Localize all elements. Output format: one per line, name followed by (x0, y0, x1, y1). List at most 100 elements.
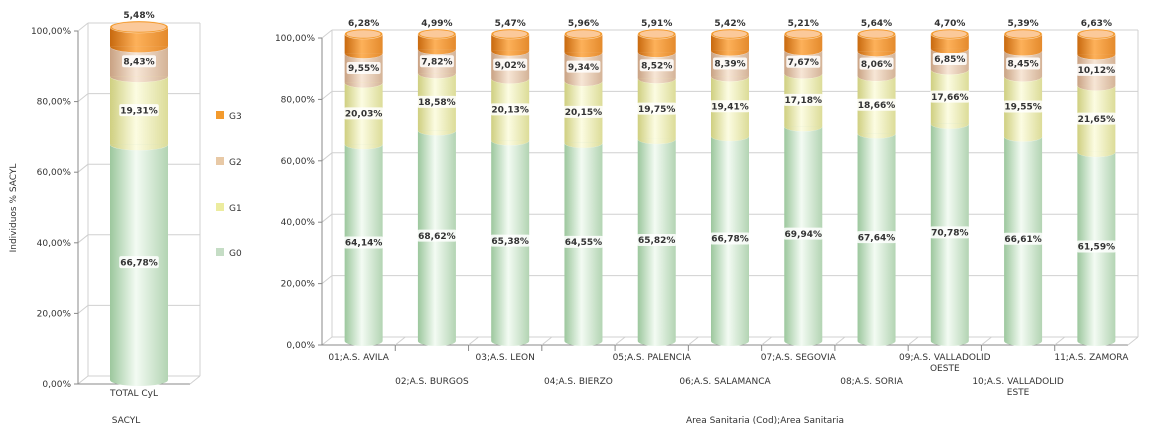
grid-depth-line (321, 152, 333, 162)
bar-segment-base (1004, 136, 1043, 142)
data-label-g3-bg (122, 9, 156, 21)
bar-segment-base (637, 341, 676, 347)
data-label-g1: 21,65% (1078, 115, 1116, 125)
y-tick-label: 80,00% (281, 95, 316, 105)
bar-segment-base (417, 73, 456, 79)
bar-segment-base (1077, 85, 1116, 91)
data-label-g2: 10,12% (1078, 66, 1116, 76)
x-axis-title: SACYL (112, 416, 141, 426)
category-label: 02;A.S. BURGOS (395, 377, 469, 387)
data-label-g3-bg (493, 17, 528, 29)
y-tick-label: 60,00% (281, 157, 316, 167)
bar-segment-base (344, 53, 383, 59)
bar-segment-base (564, 142, 603, 148)
bar-cap (859, 30, 894, 38)
data-label-g0-bg (783, 227, 824, 240)
data-label-g2: 6,85% (934, 55, 965, 65)
y-tick-label: 60,00% (37, 168, 72, 178)
data-label-g0: 70,78% (931, 229, 969, 239)
bar-cap (419, 30, 454, 38)
data-label-g3-bg (932, 17, 967, 30)
legend-swatch-g2 (216, 157, 224, 165)
data-label-g3-bg (419, 16, 454, 29)
bar-segment-base (417, 130, 456, 136)
bar-segment-base (711, 341, 749, 346)
bar-cap (1079, 30, 1114, 38)
data-label-g1: 20,03% (345, 110, 383, 120)
data-label-g0: 66,61% (1004, 235, 1042, 245)
category-separator (834, 336, 846, 346)
data-label-g3: 5,39% (1007, 19, 1038, 29)
data-label-g0-bg (710, 232, 750, 245)
data-label-g1-bg (119, 104, 159, 117)
bar-segment-base (417, 49, 456, 55)
category-separator (614, 336, 626, 346)
bar-segment-base (930, 123, 969, 129)
data-label-g0: 66,78% (711, 235, 749, 245)
bar-segment-base (857, 341, 896, 347)
bar-segment-base (564, 80, 603, 86)
category-separator (1054, 336, 1066, 346)
y-tick-label: 40,00% (281, 218, 316, 228)
bar-segment-base (1004, 50, 1043, 56)
data-label-g2: 9,02% (495, 61, 526, 71)
data-label-g3-bg (346, 17, 381, 29)
data-label-g1: 19,41% (711, 102, 749, 112)
bar-segment-base (784, 49, 823, 55)
data-label-g1-bg (417, 95, 457, 108)
legend-label-g3: G3 (229, 112, 242, 122)
data-label-g0: 65,38% (491, 237, 529, 247)
grid-depth-line (77, 93, 89, 102)
data-label-g1-bg (563, 105, 604, 118)
grid-depth-line (77, 234, 89, 244)
floor-edge (1127, 336, 1139, 346)
data-label-g2-bg (932, 52, 967, 65)
data-label-g0-bg (1076, 240, 1117, 253)
data-label-g0-bg (119, 256, 159, 269)
y-tick-label: 0,00% (286, 341, 315, 351)
data-label-g2: 8,52% (641, 61, 672, 71)
data-label-g0-bg (930, 226, 970, 239)
data-label-g2: 8,39% (714, 60, 745, 70)
bar-segment-base (1077, 54, 1116, 60)
data-label-g3: 6,28% (348, 19, 379, 29)
data-label-g1: 20,13% (491, 106, 529, 116)
category-separator (688, 336, 699, 346)
legend-swatch-g3 (216, 111, 224, 119)
y-tick-label: 80,00% (37, 98, 72, 108)
bar-cap (1006, 30, 1041, 38)
category-label: 08;A.S. SORIA (840, 377, 903, 387)
bar-segment-base (344, 144, 383, 150)
bar-segment-base (930, 69, 969, 75)
bar-segment-base (491, 341, 530, 347)
data-label-g3-bg (786, 17, 821, 29)
data-label-g3-bg (713, 17, 747, 29)
data-label-g2-bg (566, 60, 601, 73)
data-label-g0: 69,94% (785, 230, 823, 240)
data-label-g0-bg (563, 235, 604, 248)
legend-label-g0: G0 (229, 249, 242, 259)
data-label-g3: 4,70% (934, 19, 965, 29)
bar-cap (713, 30, 747, 38)
category-separator (468, 336, 479, 346)
data-label-g2-bg (859, 57, 894, 70)
bar-segment-base (417, 341, 456, 347)
data-label-g3: 5,21% (788, 19, 819, 29)
category-label: 05;A.S. PALENCIA (613, 353, 692, 363)
data-label-g0-bg (343, 236, 384, 249)
data-label-g0: 61,59% (1078, 243, 1116, 253)
data-label-g1: 18,66% (858, 101, 896, 111)
data-label-g1: 19,75% (638, 105, 676, 115)
y-tick-label: 100,00% (31, 27, 71, 37)
data-label-g3: 5,64% (861, 19, 892, 29)
bar-segment-base (711, 135, 749, 141)
bar-segment-base (564, 341, 603, 347)
data-label-g0-bg (636, 233, 677, 246)
bar-segment-base (110, 144, 168, 151)
bar-segment-base (564, 52, 603, 58)
grid-depth-line (321, 336, 333, 346)
data-label-g1-bg (636, 102, 677, 115)
category-label: ESTE (1007, 388, 1030, 398)
bar-segment-g3 (1077, 34, 1116, 55)
bar-cap (346, 30, 381, 38)
